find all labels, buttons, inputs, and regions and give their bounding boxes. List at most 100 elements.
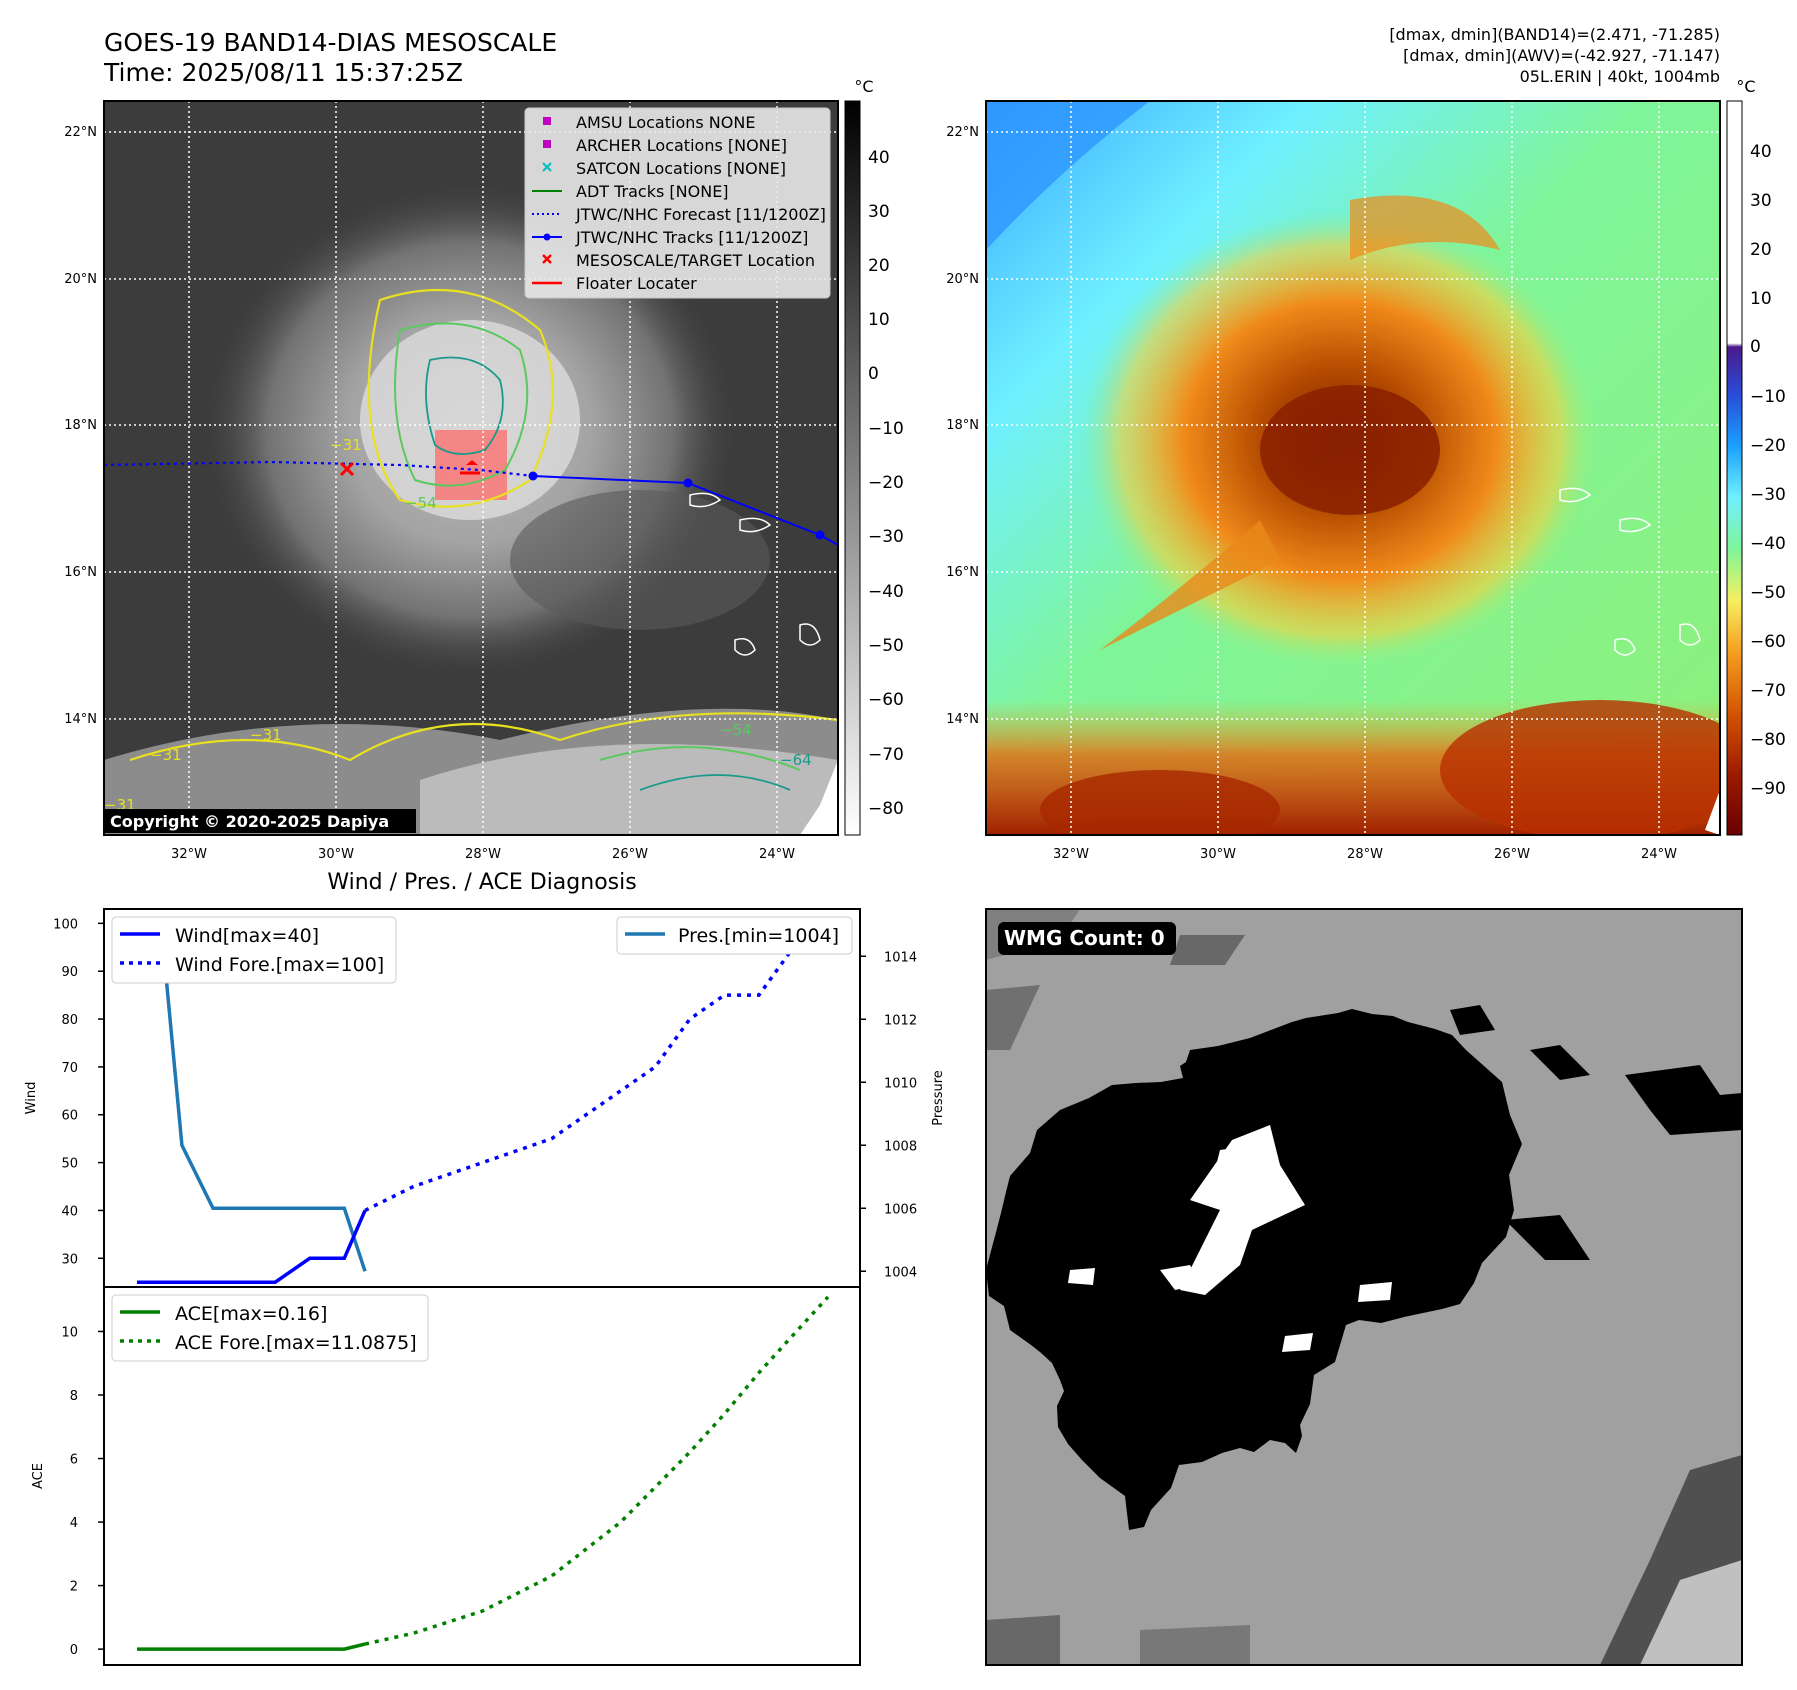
contour-label: −31 (150, 746, 182, 764)
svg-text:−80: −80 (1750, 730, 1786, 750)
storm-info: 05L.ERIN | 40kt, 1004mb (1520, 67, 1720, 86)
ace-series-group (137, 1295, 830, 1651)
svg-text:−70: −70 (868, 745, 904, 765)
svg-text:−30: −30 (868, 527, 904, 547)
svg-text:−50: −50 (1750, 583, 1786, 603)
svg-text:20: 20 (868, 256, 890, 276)
svg-text:16°N: 16°N (946, 565, 979, 580)
ir-gridlines (104, 101, 838, 835)
svg-text:−40: −40 (868, 582, 904, 602)
svg-text:14°N: 14°N (946, 712, 979, 727)
svg-text:24°W: 24°W (759, 847, 795, 862)
wv-lat-ticks: 22°N 20°N 18°N 16°N 14°N (946, 125, 979, 727)
svg-text:−10: −10 (868, 419, 904, 439)
ir-colorbar-ticks: 40 30 20 10 0 −10 −20 −30 −40 −50 −60 −7… (868, 148, 904, 819)
copyright-box (104, 809, 416, 833)
contour-label: −31 (330, 436, 362, 454)
legend-label-ace: ACE[max=0.16] (175, 1303, 327, 1325)
y-tick-label: 1006 (884, 1202, 917, 1217)
ace-y-ticks: 0 2 4 6 8 10 (61, 1325, 104, 1658)
svg-text:24°W: 24°W (1641, 847, 1677, 862)
y-tick-label: 30 (61, 1252, 78, 1267)
ir-contour-64 (425, 356, 504, 455)
wind-axis-label: Wind (24, 1082, 39, 1115)
ir-contour-54 (394, 322, 529, 487)
y-tick-label: 100 (53, 917, 78, 932)
y-tick-label: 10 (61, 1325, 78, 1340)
svg-text:18°N: 18°N (946, 418, 979, 433)
y-tick-label: 1014 (884, 950, 917, 965)
series-line-wind (137, 1209, 367, 1284)
dmax-awv-info: [dmax, dmin](AWV)=(-42.927, -71.147) (1403, 46, 1720, 65)
y-tick-label: 1004 (884, 1265, 917, 1280)
contour-label: −64 (780, 751, 812, 769)
ace-axes: 0 2 4 6 8 10 ACE ACE[max=0.16] ACE Fore.[max=… (31, 1286, 861, 1666)
svg-text:−70: −70 (1750, 681, 1786, 701)
pressure-legend: Pres.[min=1004] (616, 916, 853, 955)
legend-label-tracks: JTWC/NHC Tracks [11/1200Z] (575, 228, 808, 247)
svg-text:22°N: 22°N (64, 125, 97, 140)
svg-text:40: 40 (1750, 142, 1772, 162)
pressure-y-ticks: 1004 1006 1008 1010 1012 1014 (860, 950, 917, 1280)
y-tick-label: 2 (70, 1580, 78, 1595)
y-tick-label: 1010 (884, 1076, 917, 1091)
svg-text:26°W: 26°W (612, 847, 648, 862)
y-tick-label: 1012 (884, 1013, 917, 1028)
legend-label-target: MESOSCALE/TARGET Location (576, 251, 815, 270)
legend-marker-satcon (542, 162, 552, 172)
ir-colorbar-unit: °C (854, 77, 873, 96)
y-tick-label: 6 (70, 1453, 78, 1468)
ir-colorbar: °C 40 30 20 10 0 −10 −20 −30 −40 −50 −60… (844, 77, 904, 836)
svg-text:−80: −80 (868, 799, 904, 819)
diagnosis-title: Wind / Pres. / ACE Diagnosis (327, 870, 636, 895)
ace-legend: ACE[max=0.16] ACE Fore.[max=11.0875] (111, 1294, 429, 1362)
y-tick-label: 50 (61, 1157, 78, 1172)
legend-marker-archer (543, 140, 551, 148)
pressure-axis-label: Pressure (931, 1070, 946, 1126)
svg-text:−60: −60 (868, 690, 904, 710)
legend-label-adt: ADT Tracks [NONE] (576, 182, 729, 201)
svg-text:30: 30 (868, 202, 890, 222)
series-line-wind-fore (364, 921, 829, 1213)
forecast-track (104, 460, 534, 478)
legend-label-wind-fore: Wind Fore.[max=100] (175, 954, 384, 976)
wv-colorbar: °C 40 30 20 10 0 −10 −20 −30 −40 −50 −60… (1726, 77, 1786, 836)
svg-text:30: 30 (1750, 191, 1772, 211)
series-line-ace (137, 1642, 366, 1651)
contour-label: −54 (405, 494, 437, 512)
svg-text:30°W: 30°W (1200, 847, 1236, 862)
legend-label-forecast: JTWC/NHC Forecast [11/1200Z] (575, 205, 826, 224)
svg-text:0: 0 (1750, 337, 1761, 357)
track-point (528, 471, 538, 481)
svg-text:14°N: 14°N (64, 712, 97, 727)
ir-map-panel: −54 −31 −31 −31 −54 −64 −31 AMSU Locatio… (64, 77, 904, 862)
y-tick-label: 70 (61, 1061, 78, 1076)
svg-text:20°N: 20°N (946, 272, 979, 287)
svg-text:−20: −20 (868, 473, 904, 493)
svg-text:−50: −50 (868, 636, 904, 656)
svg-text:16°N: 16°N (64, 565, 97, 580)
svg-text:−90: −90 (1750, 779, 1786, 799)
svg-text:−60: −60 (1750, 632, 1786, 652)
legend-label-amsu: AMSU Locations NONE (576, 113, 755, 132)
series-line-pres (137, 923, 367, 1272)
contour-label: −54 (720, 721, 752, 739)
y-tick-label: 40 (61, 1204, 78, 1219)
ace-axis-label: ACE (31, 1463, 46, 1489)
legend-label-floater: Floater Locater (576, 274, 697, 293)
svg-text:10: 10 (1750, 289, 1772, 309)
ir-legend: AMSU Locations NONE ARCHER Locations [NO… (524, 107, 831, 299)
svg-text:22°N: 22°N (946, 125, 979, 140)
legend-marker-target (542, 254, 552, 264)
svg-text:20: 20 (1750, 240, 1772, 260)
wv-map-panel: 22°N 20°N 18°N 16°N 14°N 32°W 30°W 28°W … (946, 77, 1786, 862)
wind-legend: Wind[max=40] Wind Fore.[max=100] (111, 916, 397, 984)
copyright-text: Copyright © 2020-2025 Dapiya (110, 812, 389, 831)
y-tick-label: 8 (70, 1389, 78, 1404)
y-tick-label: 1008 (884, 1139, 917, 1154)
wmg-count-box (998, 922, 1176, 955)
y-tick-label: 80 (61, 1013, 78, 1028)
legend-label-satcon: SATCON Locations [NONE] (576, 159, 786, 178)
y-tick-label: 60 (61, 1109, 78, 1124)
